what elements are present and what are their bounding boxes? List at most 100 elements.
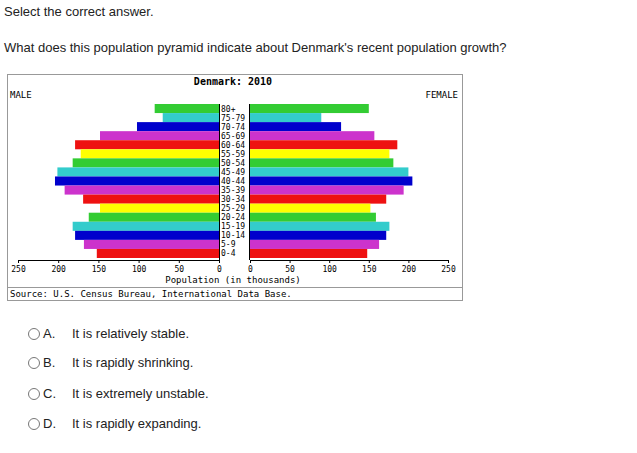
bar bbox=[100, 204, 219, 213]
option-text[interactable]: It is relatively stable. bbox=[72, 326, 189, 341]
bar bbox=[89, 213, 219, 222]
tick-label: 200 bbox=[402, 265, 417, 274]
x-axis: 0 50 100 150 200 250 bbox=[248, 260, 456, 274]
bar bbox=[250, 158, 393, 167]
bar bbox=[250, 186, 404, 195]
option-letter[interactable]: C. bbox=[43, 386, 56, 401]
tick: 200 bbox=[402, 260, 417, 274]
bar bbox=[55, 176, 219, 185]
tick-label: 50 bbox=[174, 265, 184, 274]
tick-mark bbox=[139, 260, 140, 263]
category-label: 70-74 bbox=[221, 123, 245, 132]
tick-mark bbox=[290, 260, 291, 263]
x-axis: 0 50 100 150 200 250 bbox=[11, 260, 222, 274]
bar bbox=[65, 186, 219, 195]
category-label: 35-39 bbox=[221, 186, 245, 195]
category-label: 45-49 bbox=[221, 168, 245, 177]
tick-mark bbox=[18, 260, 19, 263]
category-labels: 80+75-7970-7465-6960-6455-5950-5445-4940… bbox=[221, 105, 245, 259]
tick: 0 bbox=[248, 260, 253, 274]
category-label: 15-19 bbox=[221, 222, 245, 231]
bar bbox=[100, 131, 219, 140]
bar bbox=[73, 158, 219, 167]
tick: 50 bbox=[174, 260, 184, 274]
bar bbox=[57, 167, 219, 176]
option-letter[interactable]: D. bbox=[43, 416, 56, 431]
category-label: 30-34 bbox=[221, 195, 245, 204]
bars-left bbox=[55, 104, 219, 258]
bar bbox=[250, 222, 389, 231]
option-text[interactable]: It is extremely unstable. bbox=[72, 386, 209, 401]
bar bbox=[84, 240, 219, 249]
tick-label: 100 bbox=[322, 265, 337, 274]
option-text[interactable]: It is rapidly shrinking. bbox=[72, 355, 193, 370]
bar bbox=[163, 113, 219, 122]
bar bbox=[137, 122, 219, 131]
tick: 100 bbox=[132, 260, 147, 274]
bar bbox=[250, 167, 408, 176]
radio-button[interactable] bbox=[29, 329, 40, 340]
tick-mark bbox=[408, 260, 409, 263]
option-text[interactable]: It is rapidly expanding. bbox=[72, 416, 201, 431]
tick-mark bbox=[58, 260, 59, 263]
bar bbox=[81, 149, 219, 158]
axis-line bbox=[19, 261, 220, 264]
bar bbox=[250, 195, 386, 204]
source: Source: U.S. Census Bureau, Internationa… bbox=[10, 289, 292, 299]
tick: 150 bbox=[92, 260, 107, 274]
bars-right bbox=[250, 104, 412, 258]
bar bbox=[97, 249, 219, 258]
category-label: 50-54 bbox=[221, 159, 245, 168]
center-line bbox=[219, 104, 220, 260]
bar bbox=[250, 149, 389, 158]
tick: 150 bbox=[362, 260, 377, 274]
tick-mark bbox=[369, 260, 370, 263]
option-letter[interactable]: B. bbox=[43, 355, 55, 370]
category-label: 55-59 bbox=[221, 150, 245, 159]
category-label: 65-69 bbox=[221, 132, 245, 141]
x-axis-title: Population (in thousands) bbox=[165, 275, 300, 285]
bar bbox=[250, 204, 370, 213]
tick-label: 50 bbox=[285, 265, 295, 274]
bar bbox=[250, 240, 379, 249]
category-label: 25-29 bbox=[221, 204, 245, 213]
radio-button[interactable] bbox=[29, 389, 40, 400]
question: What does this population pyramid indica… bbox=[4, 40, 507, 55]
tick-label: 100 bbox=[132, 265, 147, 274]
category-label: 80+ bbox=[221, 105, 236, 114]
tick-mark bbox=[250, 260, 251, 263]
bar bbox=[250, 122, 341, 131]
tick-label: 250 bbox=[441, 265, 456, 274]
radio-button[interactable] bbox=[29, 419, 40, 430]
instruction: Select the correct answer. bbox=[4, 4, 154, 19]
category-label: 60-64 bbox=[221, 141, 245, 150]
tick-label: 150 bbox=[92, 265, 107, 274]
series-label: FEMALE bbox=[425, 90, 458, 100]
tick: 50 bbox=[285, 260, 295, 274]
source-separator bbox=[8, 287, 463, 288]
bar bbox=[75, 231, 219, 240]
tick: 0 bbox=[217, 260, 222, 274]
chart-title: Denmark: 2010 bbox=[194, 76, 272, 87]
chart-frame bbox=[8, 75, 463, 301]
category-label: 5-9 bbox=[221, 240, 236, 249]
bar bbox=[250, 104, 369, 113]
tick-label: 0 bbox=[248, 265, 253, 274]
tick-mark bbox=[179, 260, 180, 263]
radio-button[interactable] bbox=[29, 358, 40, 369]
bar bbox=[83, 195, 219, 204]
category-label: 0-4 bbox=[221, 249, 236, 258]
bar bbox=[250, 231, 386, 240]
bar bbox=[250, 140, 397, 149]
center-line bbox=[249, 104, 250, 260]
bar bbox=[250, 213, 376, 222]
bar bbox=[250, 113, 321, 122]
tick-label: 250 bbox=[11, 265, 26, 274]
category-label: 75-79 bbox=[221, 114, 245, 123]
tick-label: 0 bbox=[217, 265, 222, 274]
tick: 200 bbox=[51, 260, 66, 274]
tick-mark bbox=[98, 260, 99, 263]
tick-mark bbox=[219, 260, 220, 263]
option-letter[interactable]: A. bbox=[43, 326, 55, 341]
tick-mark bbox=[448, 260, 449, 263]
